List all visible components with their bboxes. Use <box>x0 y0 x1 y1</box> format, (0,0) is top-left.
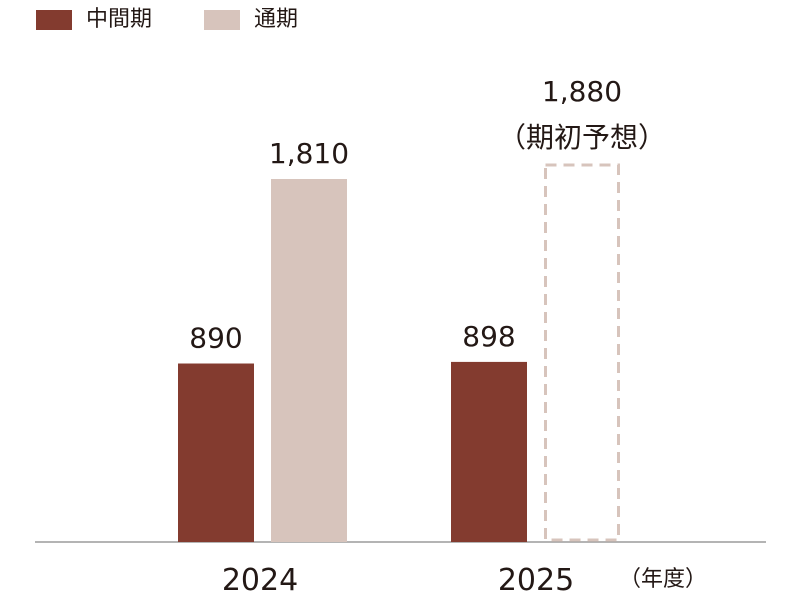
data-label-interim-2025: 898 <box>462 320 515 353</box>
data-label-full-year-2025: 1,880 <box>542 75 622 108</box>
annotation-forecast: （期初予想） <box>498 121 666 154</box>
legend: 中間期 通期 <box>36 6 350 34</box>
legend-label-interim: 中間期 <box>86 7 153 32</box>
legend-item-full-year: 通期 <box>204 6 298 34</box>
legend-swatch-interim <box>36 10 72 30</box>
bar-full-year-2024 <box>271 179 347 542</box>
x-axis-unit-label: （年度） <box>619 567 707 592</box>
x-tick-label-2024: 2024 <box>222 563 298 594</box>
legend-label-full-year: 通期 <box>254 7 299 32</box>
legend-item-interim: 中間期 <box>36 6 152 34</box>
bar-interim-2024 <box>178 363 254 542</box>
legend-swatch-full-year <box>204 10 241 30</box>
x-tick-label-2025: 2025 <box>498 563 574 594</box>
bar-interim-2025 <box>451 361 527 542</box>
data-label-interim-2024: 890 <box>189 322 242 355</box>
data-label-full-year-2024: 1,810 <box>269 137 349 170</box>
bar-full-year-2025 <box>544 163 620 542</box>
